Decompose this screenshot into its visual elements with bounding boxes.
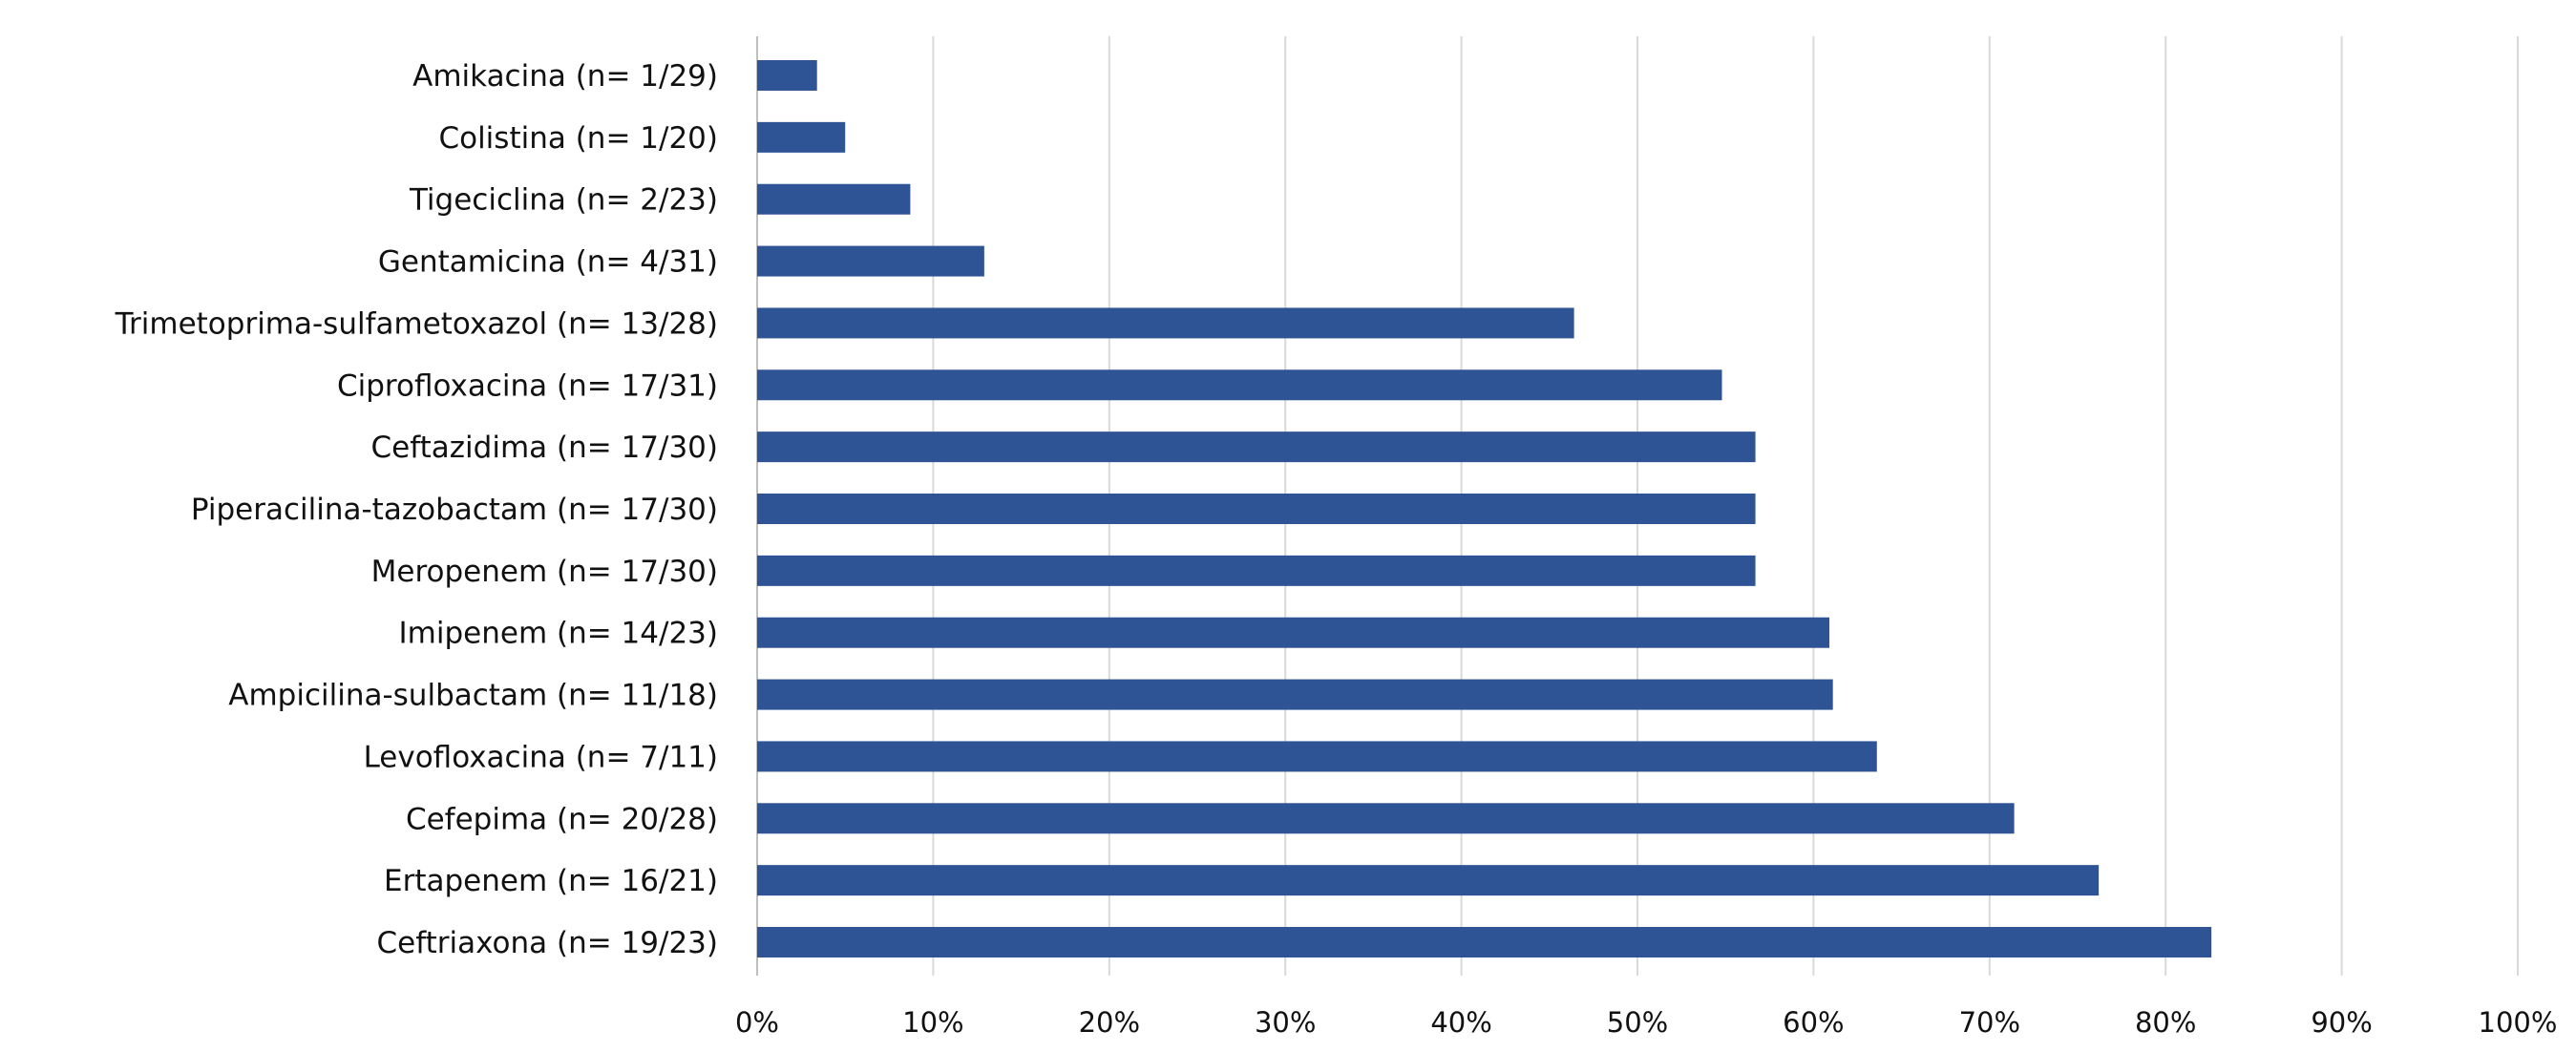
category-label: Ampicilina-sulbactam (n= 11/18) — [228, 679, 718, 713]
x-tick-label: 60% — [1783, 1006, 1844, 1039]
x-tick-label: 80% — [2135, 1006, 2196, 1039]
x-tick-label: 40% — [1430, 1006, 1491, 1039]
x-tick-label: 10% — [902, 1006, 963, 1039]
bar — [757, 60, 817, 91]
category-label: Ceftazidima (n= 17/30) — [371, 431, 718, 465]
bar — [757, 803, 2015, 834]
category-labels: Amikacina (n= 1/29) Colistina (n= 1/20) Ti… — [115, 59, 718, 960]
category-label: Gentamicina (n= 4/31) — [378, 245, 718, 280]
bar — [757, 369, 1722, 401]
category-label: Trimetoprima-sulfametoxazol (n= 13/28) — [115, 306, 718, 341]
x-tick-label: 70% — [1959, 1006, 2020, 1039]
bars — [757, 60, 2212, 957]
category-label: Cefepima (n= 20/28) — [406, 802, 718, 836]
bar — [757, 555, 1756, 586]
x-tick-label: 50% — [1607, 1006, 1668, 1039]
bar — [757, 865, 2100, 896]
category-label: Piperacilina-tazobactam (n= 17/30) — [191, 493, 718, 527]
category-label: Ceftriaxona (n= 19/23) — [377, 926, 718, 960]
category-label: Amikacina (n= 1/29) — [412, 59, 718, 94]
bar — [757, 617, 1829, 648]
bar — [757, 307, 1574, 339]
bar — [757, 679, 1833, 710]
bar — [757, 121, 846, 153]
category-label: Meropenem (n= 17/30) — [371, 555, 718, 589]
category-label: Imipenem (n= 14/23) — [399, 617, 718, 651]
category-label: Tigeciclina (n= 2/23) — [409, 183, 718, 218]
category-label: Ciprofloxacina (n= 17/31) — [337, 368, 718, 403]
bar — [757, 927, 2212, 957]
category-label: Colistina (n= 1/20) — [438, 121, 718, 156]
bar — [757, 431, 1756, 463]
x-tick-label: 30% — [1255, 1006, 1316, 1039]
bar — [757, 741, 1877, 772]
x-tick-label: 0% — [735, 1006, 779, 1039]
bar — [757, 245, 984, 277]
x-axis-ticks: 0% 10% 20% 30% 40% 50% 60% 70% 80% 90% 100% — [735, 1006, 2557, 1039]
bar — [757, 494, 1756, 524]
category-label: Ertapenem (n= 16/21) — [384, 864, 718, 898]
bar — [757, 183, 911, 215]
x-tick-label: 100% — [2479, 1006, 2558, 1039]
x-tick-label: 90% — [2311, 1006, 2372, 1039]
x-tick-label: 20% — [1079, 1006, 1140, 1039]
category-label: Levofloxacina (n= 7/11) — [364, 740, 718, 774]
